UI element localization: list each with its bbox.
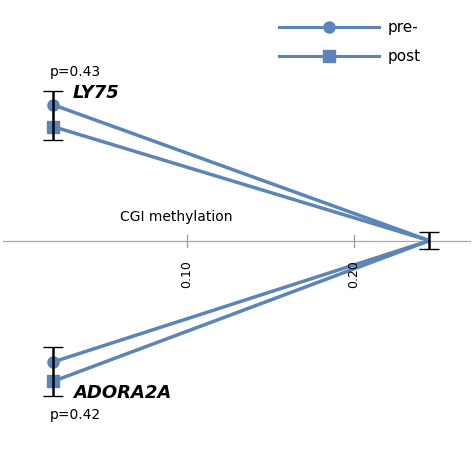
Text: LY75: LY75 bbox=[73, 84, 120, 102]
Text: ADORA2A: ADORA2A bbox=[73, 384, 171, 402]
Text: 0.20: 0.20 bbox=[347, 260, 361, 288]
Text: p=0.42: p=0.42 bbox=[50, 408, 101, 422]
Text: CGI methylation: CGI methylation bbox=[120, 210, 232, 224]
Text: 0.10: 0.10 bbox=[180, 260, 193, 288]
Text: post: post bbox=[388, 49, 421, 64]
Text: pre-: pre- bbox=[388, 19, 419, 35]
Text: p=0.43: p=0.43 bbox=[50, 65, 101, 79]
